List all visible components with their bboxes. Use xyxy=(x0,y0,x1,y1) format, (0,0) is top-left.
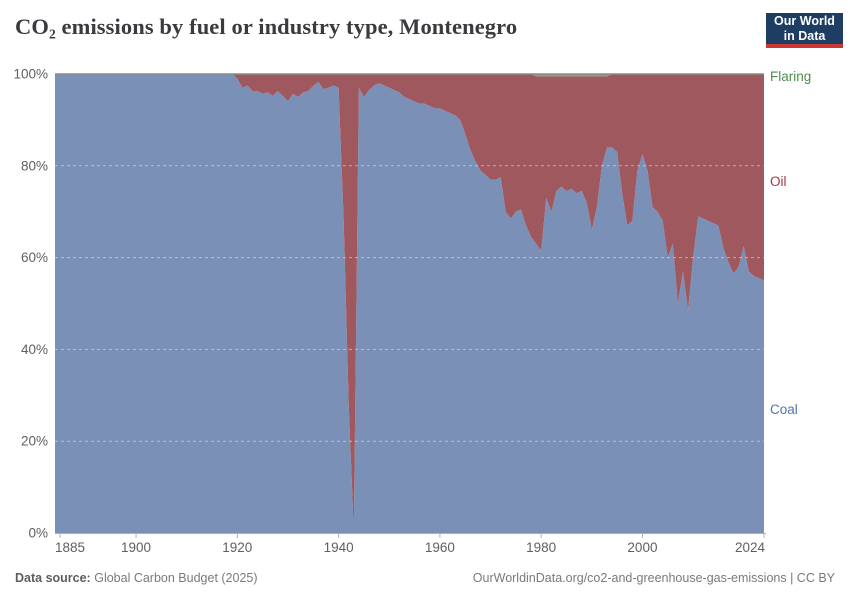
x-axis-tick-label: 1900 xyxy=(121,540,151,555)
footer-link[interactable]: OurWorldinData.org/co2-and-greenhouse-ga… xyxy=(472,571,835,585)
data-source-label: Data source: xyxy=(15,571,91,585)
legend-label-coal[interactable]: Coal xyxy=(770,402,798,417)
y-axis-tick-label: 20% xyxy=(21,434,48,449)
data-source-value: Global Carbon Budget (2025) xyxy=(94,571,258,585)
x-axis-tick-label: 1960 xyxy=(425,540,455,555)
oil-area[interactable] xyxy=(55,74,764,531)
owid-logo-line2: in Data xyxy=(783,28,826,43)
x-axis-tick-label: 1980 xyxy=(526,540,556,555)
y-axis-tick-label: 100% xyxy=(13,67,48,82)
x-axis-tick-label: 1920 xyxy=(222,540,252,555)
y-axis-tick-label: 0% xyxy=(28,526,48,541)
y-axis-tick-label: 60% xyxy=(21,250,48,265)
x-axis-tick-label: 1885 xyxy=(55,540,85,555)
chart-footer: Data source: Global Carbon Budget (2025)… xyxy=(0,565,850,591)
legend-label-flaring[interactable]: Flaring xyxy=(770,69,812,84)
y-axis-tick-label: 80% xyxy=(21,158,48,173)
y-axis-tick-label: 40% xyxy=(21,342,48,357)
coal-area[interactable] xyxy=(55,74,764,533)
x-axis-tick-label: 1940 xyxy=(324,540,354,555)
data-source: Data source: Global Carbon Budget (2025) xyxy=(15,571,258,585)
owid-logo-line1: Our World xyxy=(774,13,835,28)
page-title: CO₂ emissions by fuel or industry type, … xyxy=(15,14,518,39)
legend-label-oil[interactable]: Oil xyxy=(770,174,787,189)
x-axis-tick-label: 2024 xyxy=(735,540,766,555)
owid-logo[interactable]: Our World in Data xyxy=(766,13,843,48)
x-axis-tick-label: 2000 xyxy=(627,540,657,555)
